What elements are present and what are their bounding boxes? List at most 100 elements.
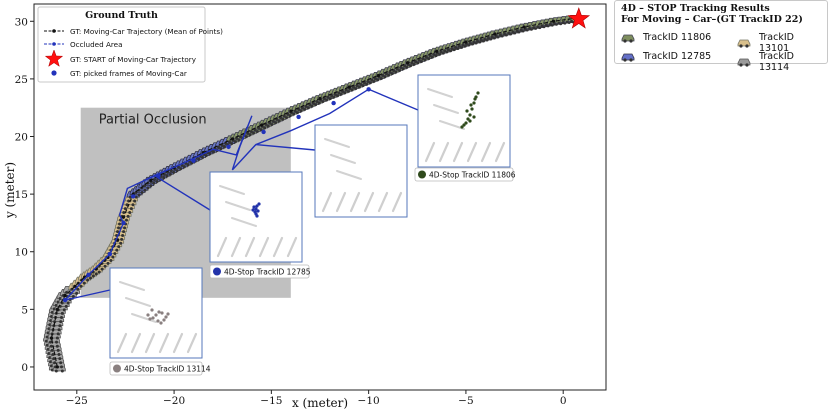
inset-scan-line xyxy=(116,332,128,354)
legend-entry-trackid-13114: TrackID 13114 xyxy=(737,51,827,73)
y-tick-label: 25 xyxy=(15,74,28,86)
car-wheel xyxy=(321,99,325,103)
car-wheel xyxy=(124,218,128,222)
inset-connector-line xyxy=(368,88,419,111)
gt-trajectory-point xyxy=(49,336,54,340)
picked-frame-point xyxy=(107,251,113,257)
tracking-legend-title: 4D – STOP Tracking Results For Moving – … xyxy=(621,3,803,25)
inset-scan-line xyxy=(336,170,362,180)
inset-scan-line xyxy=(377,191,389,213)
inset-point-cloud-point xyxy=(251,208,255,212)
car-wheel xyxy=(56,332,60,336)
car-wheel xyxy=(57,328,61,332)
gt-trajectory-point xyxy=(55,307,59,311)
inset-label-marker xyxy=(113,364,121,373)
inset-point-cloud-point xyxy=(159,321,163,325)
car-wheel xyxy=(197,157,201,161)
car-wheel xyxy=(315,99,319,103)
car-wheel xyxy=(212,150,216,154)
car-wheel xyxy=(536,25,540,29)
legend-picked-frame-swatch xyxy=(51,70,57,76)
car-wheel xyxy=(557,21,561,25)
inset-scan-line xyxy=(438,141,450,163)
car-wheel xyxy=(55,340,59,344)
inset-point-cloud-point xyxy=(468,113,472,117)
inset-scan-line xyxy=(286,236,298,258)
car-wheel xyxy=(117,245,121,249)
inset-point-cloud-point xyxy=(148,317,152,321)
gt-trajectory-point xyxy=(63,293,67,298)
inset-scan-line xyxy=(466,141,478,163)
car-wheel xyxy=(432,52,436,56)
car-wheel xyxy=(255,129,259,133)
car-wheel xyxy=(412,62,416,66)
car-wheel xyxy=(519,28,523,32)
inset-point-cloud-point xyxy=(255,214,259,218)
gt-trajectory-point xyxy=(464,40,468,44)
car-wheel xyxy=(388,70,392,74)
car-wheel xyxy=(446,48,450,52)
inset-scan-line xyxy=(144,332,156,354)
car-wheel xyxy=(120,237,124,241)
legend-label: TrackID 12785 xyxy=(643,51,712,62)
legend-label: TrackID 11806 xyxy=(643,32,712,43)
car-wheel xyxy=(410,61,414,65)
inset-label-text: 4D-Stop TrackID 13114 xyxy=(124,365,211,374)
inset-scan-line xyxy=(494,141,506,163)
car-wheel xyxy=(347,89,351,93)
car-wheel xyxy=(58,324,62,328)
car-wheel xyxy=(62,308,66,312)
car-wheel xyxy=(528,26,532,30)
car-wheel xyxy=(113,252,117,256)
car-wheel xyxy=(277,119,281,123)
car-wheel xyxy=(55,336,59,340)
inset-label-marker xyxy=(213,267,221,276)
gt-trajectory-point xyxy=(73,284,77,288)
gt-trajectory-point xyxy=(289,109,293,113)
car-wheel xyxy=(60,365,64,369)
car-wheel xyxy=(326,95,330,99)
start-star-marker xyxy=(567,7,591,29)
car-wheel xyxy=(417,58,421,62)
car-wheel xyxy=(208,152,212,156)
car-wheel xyxy=(259,128,263,132)
car-wheel xyxy=(137,193,141,197)
car-wheel xyxy=(373,76,377,80)
inset-scan-line xyxy=(125,297,151,307)
car-wheel xyxy=(359,82,363,86)
legend-entry-trackid-11806: TrackID 11806 xyxy=(621,32,711,43)
gt-trajectory-point xyxy=(230,137,235,141)
car-wheel xyxy=(456,46,460,50)
inset-scan-line xyxy=(172,332,184,354)
car-wheel xyxy=(443,49,447,53)
gt-trajectory-point xyxy=(149,178,153,182)
car-wheel xyxy=(460,45,464,49)
car-wheel xyxy=(119,241,123,245)
tracking-legend-title-line1: 4D – STOP Tracking Results xyxy=(621,3,770,14)
legend-label: TrackID 13114 xyxy=(758,51,794,73)
inset-scan-line xyxy=(363,191,375,213)
car-wheel xyxy=(370,78,374,82)
car-wheel xyxy=(75,291,79,295)
car-wheel xyxy=(123,226,127,230)
inset-point-cloud-point xyxy=(470,107,474,111)
gt-trajectory-point xyxy=(435,49,439,53)
car-wheel xyxy=(56,348,60,352)
inset-point-cloud-point xyxy=(464,121,468,125)
car-wheel xyxy=(372,79,376,83)
legend-label: TrackID 13101 xyxy=(758,32,794,54)
car-wheel xyxy=(428,54,432,58)
inset-point-cloud-point xyxy=(151,316,155,320)
inset-label-box xyxy=(209,264,310,279)
y-tick-label: 0 xyxy=(21,362,28,374)
car-wheel xyxy=(355,84,359,88)
car-wheel xyxy=(387,73,391,77)
car-wheel xyxy=(60,311,64,315)
inset-label-marker xyxy=(418,170,426,179)
car-wheel xyxy=(314,103,318,107)
inset-point-cloud-point xyxy=(257,202,261,206)
car-wheel xyxy=(115,248,119,252)
picked-frame-point xyxy=(261,129,266,135)
car-wheel xyxy=(55,344,59,348)
